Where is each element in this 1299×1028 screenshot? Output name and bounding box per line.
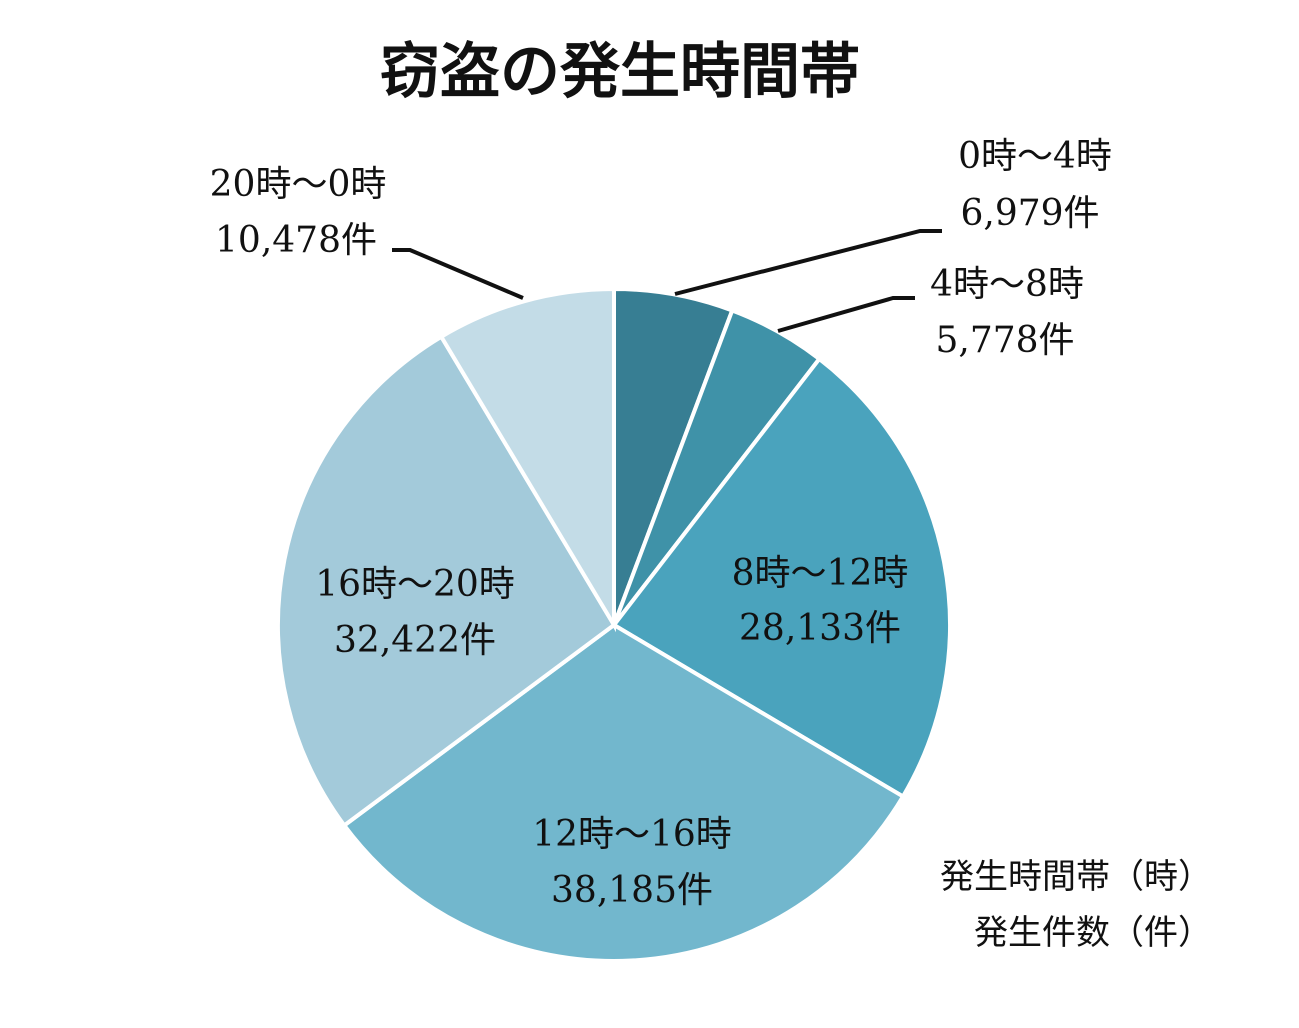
legend-note-range: 発生時間帯（時）: [940, 857, 1212, 897]
slice-label-range-20-0: 20時～0時: [210, 164, 387, 205]
leader-line-4-8: [777, 296, 915, 333]
slice-label-count-12-16: 38,185件: [551, 870, 713, 911]
slice-label-range-8-12: 8時～12時: [732, 553, 909, 594]
pie-slice-20-0: [438, 286, 616, 633]
leader-line-0-4: [674, 229, 942, 296]
pie-slices: [276, 286, 952, 963]
slice-label-range-0-4: 0時～4時: [958, 136, 1112, 177]
slice-label-range-12-16: 12時～16時: [532, 814, 732, 855]
pie-slice-12-16: [341, 622, 906, 963]
slice-label-count-0-4: 6,979件: [960, 193, 1099, 234]
legend-note-count: 発生件数（件）: [974, 913, 1212, 953]
pie-slice-8-12: [611, 356, 952, 800]
slice-label-count-8-12: 28,133件: [739, 608, 901, 649]
slice-label-range-4-8: 4時～8時: [930, 264, 1084, 305]
chart-title: 窃盗の発生時間帯: [380, 37, 860, 107]
slice-label-count-4-8: 5,778件: [935, 320, 1074, 361]
leader-line-20-0: [392, 248, 524, 300]
pie-slice-16-20: [276, 334, 617, 829]
slice-label-count-20-0: 10,478件: [215, 220, 377, 261]
slice-label-range-16-20: 16時～20時: [315, 564, 515, 605]
slice-label-count-16-20: 32,422件: [334, 620, 496, 661]
